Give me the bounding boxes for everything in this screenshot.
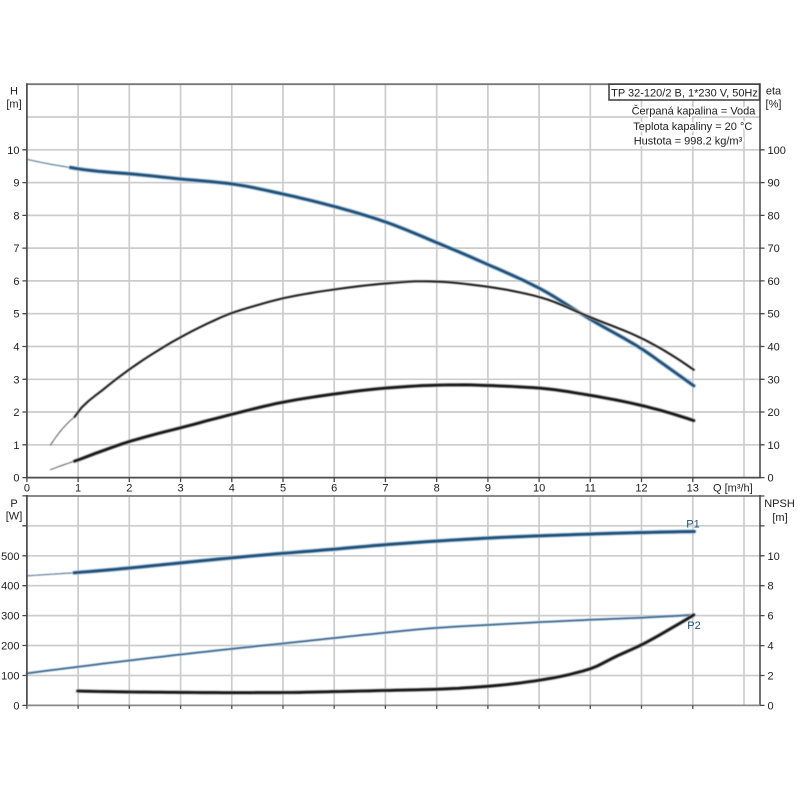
svg-text:eta: eta — [766, 86, 782, 98]
svg-text:Čerpaná kapalina = Voda: Čerpaná kapalina = Voda — [632, 105, 757, 118]
svg-text:7: 7 — [13, 243, 19, 255]
svg-text:5: 5 — [280, 483, 286, 495]
svg-text:10: 10 — [533, 483, 545, 495]
svg-text:2: 2 — [126, 483, 132, 495]
svg-text:6: 6 — [331, 483, 337, 495]
svg-text:4: 4 — [768, 641, 774, 653]
svg-text:10: 10 — [7, 145, 19, 157]
svg-text:9: 9 — [485, 483, 491, 495]
svg-text:7: 7 — [382, 483, 388, 495]
svg-text:100: 100 — [1, 671, 19, 683]
svg-text:50: 50 — [768, 309, 780, 321]
svg-text:NPSH: NPSH — [764, 498, 795, 510]
svg-text:8: 8 — [768, 581, 774, 593]
svg-text:3: 3 — [13, 374, 19, 386]
svg-text:70: 70 — [768, 243, 780, 255]
svg-text:8: 8 — [13, 210, 19, 222]
svg-text:5: 5 — [13, 309, 19, 321]
svg-text:11: 11 — [585, 483, 596, 495]
svg-text:400: 400 — [1, 581, 19, 593]
svg-text:100: 100 — [768, 145, 786, 157]
svg-text:13: 13 — [687, 483, 699, 495]
svg-text:300: 300 — [1, 611, 19, 623]
svg-text:0: 0 — [13, 473, 19, 485]
svg-text:80: 80 — [768, 210, 780, 222]
svg-text:20: 20 — [768, 407, 780, 419]
svg-text:2: 2 — [768, 671, 774, 683]
svg-text:200: 200 — [1, 641, 19, 653]
svg-text:Hustota = 998.2 kg/m³: Hustota = 998.2 kg/m³ — [634, 136, 743, 148]
svg-text:6: 6 — [13, 276, 19, 288]
svg-text:0: 0 — [768, 473, 774, 485]
svg-text:40: 40 — [768, 342, 780, 354]
svg-text:[m]: [m] — [772, 512, 787, 524]
svg-text:[%]: [%] — [766, 99, 782, 111]
svg-text:0: 0 — [24, 483, 30, 495]
svg-text:10: 10 — [768, 551, 780, 563]
svg-text:P1: P1 — [686, 519, 699, 531]
svg-text:2: 2 — [13, 407, 19, 419]
svg-text:6: 6 — [768, 611, 774, 623]
svg-text:3: 3 — [178, 483, 184, 495]
svg-text:1: 1 — [75, 483, 81, 495]
svg-text:30: 30 — [768, 374, 780, 386]
svg-text:Teplota kapaliny = 20 °C: Teplota kapaliny = 20 °C — [633, 121, 752, 133]
svg-text:10: 10 — [768, 440, 780, 452]
svg-text:9: 9 — [13, 178, 19, 190]
svg-text:0: 0 — [13, 700, 19, 712]
svg-text:P: P — [10, 498, 17, 510]
svg-text:[m]: [m] — [6, 99, 21, 111]
svg-text:60: 60 — [768, 276, 780, 288]
svg-text:500: 500 — [1, 551, 19, 563]
svg-text:90: 90 — [768, 178, 780, 190]
svg-text:12: 12 — [635, 483, 647, 495]
svg-text:4: 4 — [229, 483, 235, 495]
svg-text:Q [m³/h]: Q [m³/h] — [713, 483, 753, 495]
svg-text:0: 0 — [768, 700, 774, 712]
svg-text:P2: P2 — [687, 620, 700, 632]
svg-text:[W]: [W] — [6, 511, 23, 523]
svg-text:TP 32-120/2 B, 1*230 V, 50Hz: TP 32-120/2 B, 1*230 V, 50Hz — [611, 88, 758, 100]
svg-text:8: 8 — [434, 483, 440, 495]
svg-text:4: 4 — [13, 342, 19, 354]
svg-text:H: H — [10, 86, 18, 98]
svg-text:1: 1 — [13, 440, 19, 452]
